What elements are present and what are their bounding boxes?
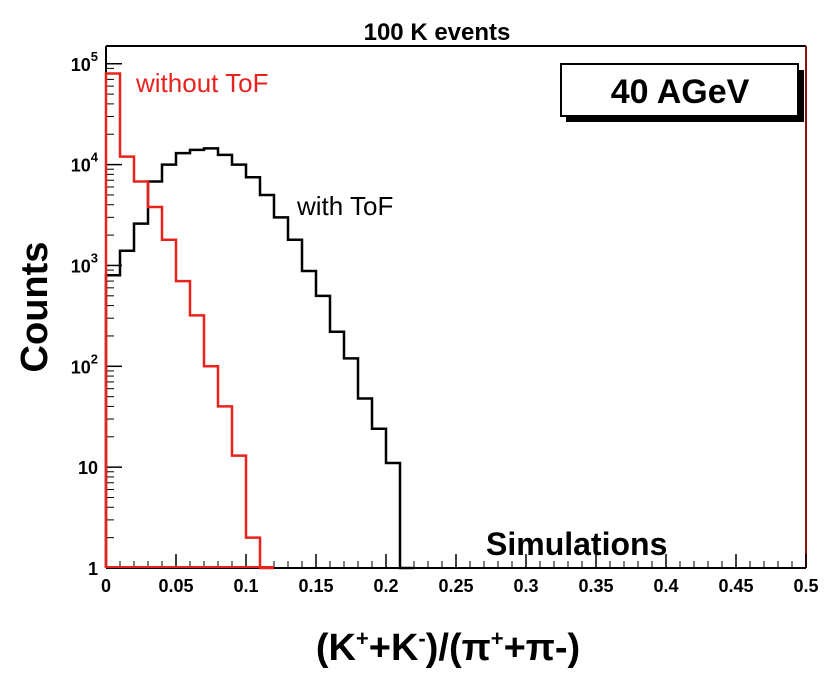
histogram-bin [386, 463, 400, 568]
histogram-bin [106, 74, 120, 568]
histogram-bin [330, 332, 344, 568]
y-tick-label: 104 [71, 150, 99, 176]
histogram-bin [162, 240, 176, 568]
histogram-bin [134, 181, 148, 568]
x-tick-label: 0.5 [793, 576, 818, 596]
annotation-with-tof: with ToF [296, 191, 393, 221]
x-tick-label: 0.45 [718, 576, 753, 596]
histogram-bin [218, 406, 232, 568]
y-tick-label: 102 [71, 351, 98, 377]
histogram-bin [358, 398, 372, 568]
x-label-part-3: - [418, 626, 425, 651]
x-tick-label: 0.25 [438, 576, 473, 596]
histogram-bin [246, 177, 260, 568]
series-layer [104, 72, 414, 570]
x-label-part-0: (K [316, 627, 357, 669]
energy-label: 40 AGeV [611, 73, 750, 111]
annotation-without-tof: without ToF [135, 68, 268, 98]
x-label-part-1: + [356, 626, 369, 651]
y-tick-label: 10 [78, 458, 98, 478]
histogram-bin [302, 271, 316, 568]
x-tick-label: 0.4 [653, 576, 678, 596]
histogram-bin [274, 217, 288, 568]
histogram-bin [120, 157, 134, 568]
y-tick-label: 1 [88, 559, 98, 579]
x-tick-label: 0.15 [298, 576, 333, 596]
y-tick-label: 105 [71, 49, 98, 75]
x-label-part-5: + [491, 626, 504, 651]
histogram-bin [260, 195, 274, 568]
histogram-bin [232, 456, 246, 568]
x-axis: 0 0.05 0.1 0.15 0.2 0.25 0.3 0.35 0.4 0.45 0.5 [101, 554, 819, 596]
x-label-part-2: +K [369, 627, 419, 669]
x-axis-label: (K++K-)/(π++π-) [316, 626, 580, 669]
histogram-bin [246, 538, 260, 568]
histogram-line [104, 72, 274, 570]
series-without-tof [104, 72, 274, 570]
energy-box-frame [560, 63, 799, 117]
energy-box: 40 AGeV [560, 63, 804, 122]
histogram-bin [204, 366, 218, 568]
histogram-bin [344, 358, 358, 568]
histogram-bin [372, 429, 386, 568]
y-tick-label: 103 [71, 250, 98, 276]
chart-title: 100 K events [364, 19, 511, 46]
simulations-label: Simulations [486, 526, 667, 562]
histogram-bin [316, 296, 330, 568]
x-label-part-6: +π-) [504, 627, 581, 669]
series-with-tof [104, 147, 414, 570]
x-tick-label: 0.3 [513, 576, 538, 596]
x-tick-label: 0 [101, 576, 111, 596]
x-label-part-4: )/(π [426, 627, 491, 669]
histogram-bin [190, 315, 204, 568]
x-tick-label: 0.05 [158, 576, 193, 596]
y-axis-label: Counts [14, 242, 56, 373]
histogram-line [104, 147, 414, 570]
histogram-bin [288, 240, 302, 568]
x-tick-label: 0.2 [373, 576, 398, 596]
x-tick-label: 0.35 [578, 576, 613, 596]
x-tick-label: 0.1 [233, 576, 258, 596]
histogram-bin [176, 281, 190, 568]
histogram-bin [148, 207, 162, 568]
